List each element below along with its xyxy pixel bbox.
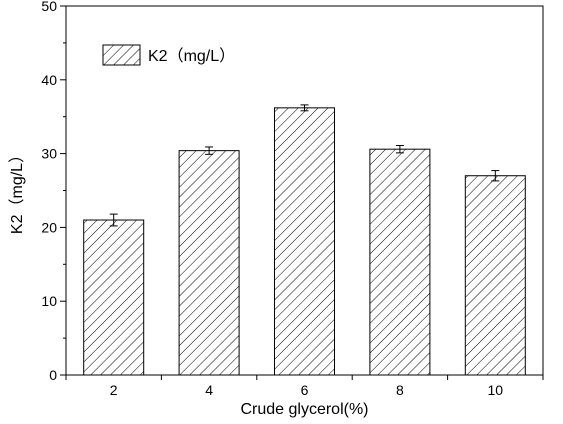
legend: K2（mg/L） xyxy=(102,44,235,66)
legend-label: K2（mg/L） xyxy=(148,47,235,65)
error-bar xyxy=(300,104,309,112)
x-tick-label: 6 xyxy=(301,382,309,398)
y-tick-label: 0 xyxy=(49,367,57,383)
bars-layer xyxy=(83,107,526,376)
x-tick-label: 4 xyxy=(205,382,213,398)
error-bar xyxy=(109,213,118,227)
bar xyxy=(178,150,240,376)
bar xyxy=(369,148,431,376)
bar xyxy=(274,107,335,376)
y-tick-label: 30 xyxy=(41,146,57,162)
x-tick-label: 10 xyxy=(488,382,504,398)
error-bar xyxy=(491,170,500,182)
y-tick-label: 50 xyxy=(41,0,57,14)
bar xyxy=(83,219,145,376)
error-bars-layer xyxy=(109,104,500,227)
y-axis-title: K2（mg/L） xyxy=(8,147,26,234)
error-bar xyxy=(395,144,404,154)
bar xyxy=(464,175,526,376)
error-bar xyxy=(205,146,214,155)
legend-swatch xyxy=(102,44,141,66)
y-tick-label: 40 xyxy=(41,72,57,88)
x-tick-label: 8 xyxy=(396,382,404,398)
y-tick-label: 10 xyxy=(41,293,57,309)
x-axis: 2 4 6 8 10 xyxy=(65,375,544,398)
y-axis: 0 10 20 30 40 50 xyxy=(41,0,66,383)
x-axis-title: Crude glycerol(%) xyxy=(240,401,368,418)
x-tick-label: 2 xyxy=(110,382,118,398)
y-tick-label: 20 xyxy=(41,219,57,235)
